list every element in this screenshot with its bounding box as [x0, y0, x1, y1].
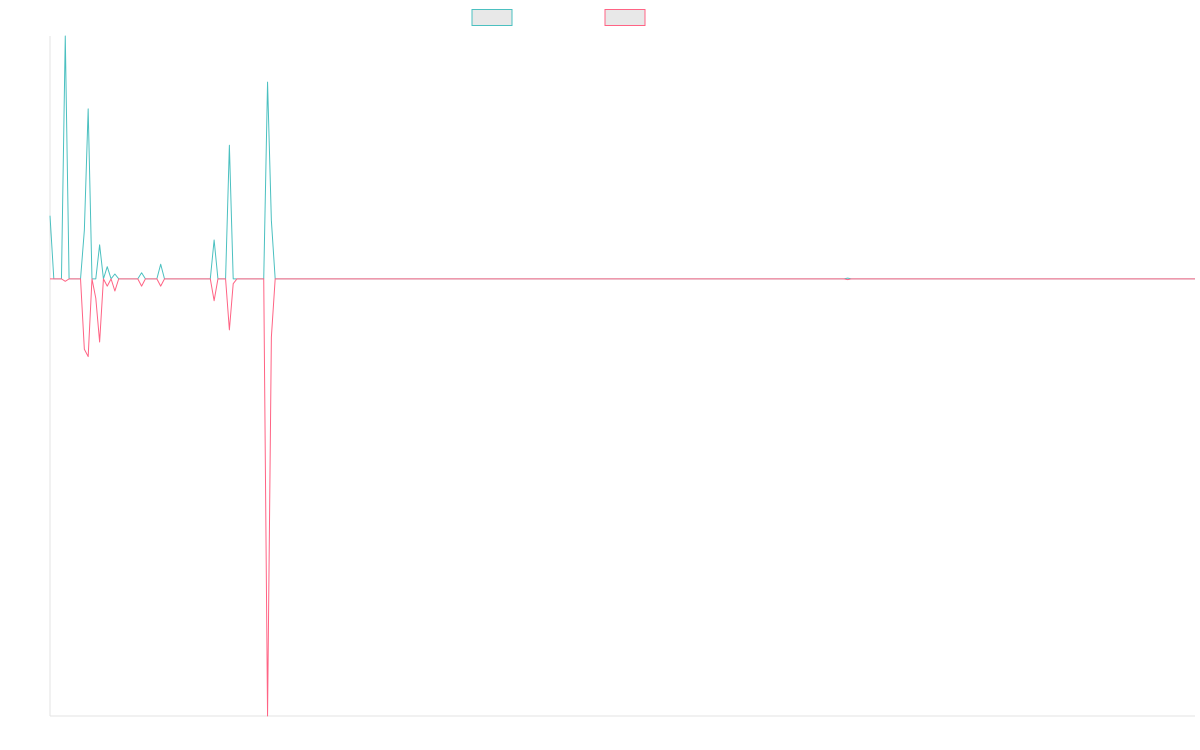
- series-group: [49, 35, 1195, 717]
- series-line-1: [49, 35, 1195, 280]
- axes: [49, 36, 1195, 717]
- series-line-2: [50, 278, 1195, 717]
- legend-swatch-1[interactable]: [471, 9, 513, 26]
- legend-swatch-2[interactable]: [604, 9, 646, 26]
- legend: [471, 9, 646, 26]
